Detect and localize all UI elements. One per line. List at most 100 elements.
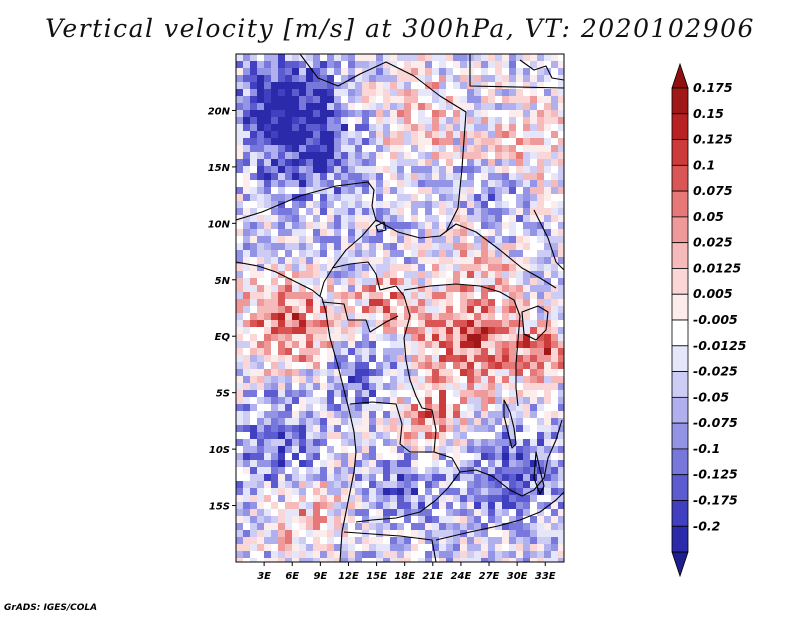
field-cell	[537, 320, 545, 328]
field-cell	[369, 180, 377, 188]
field-cell	[341, 432, 349, 440]
field-cell	[306, 397, 314, 405]
field-cell	[439, 411, 447, 419]
field-cell	[488, 75, 496, 83]
field-cell	[341, 502, 349, 510]
field-cell	[327, 404, 335, 412]
field-cell	[495, 439, 503, 447]
field-cell	[558, 61, 564, 69]
field-cell	[432, 166, 440, 174]
field-cell	[327, 194, 335, 202]
field-cell	[313, 54, 321, 62]
field-cell	[558, 194, 564, 202]
field-cell	[250, 355, 258, 363]
field-cell	[481, 222, 489, 230]
field-cell	[404, 201, 412, 209]
field-cell	[467, 439, 475, 447]
field-cell	[418, 334, 426, 342]
field-cell	[516, 355, 524, 363]
field-cell	[376, 355, 384, 363]
field-cell	[278, 509, 286, 517]
field-cell	[537, 194, 545, 202]
field-cell	[530, 313, 538, 321]
field-cell	[271, 152, 279, 160]
field-cell	[383, 159, 391, 167]
field-cell	[516, 236, 524, 244]
field-cell	[355, 313, 363, 321]
field-cell	[453, 530, 461, 538]
field-cell	[257, 397, 265, 405]
field-cell	[250, 229, 258, 237]
field-cell	[495, 131, 503, 139]
field-cell	[432, 495, 440, 503]
field-cell	[495, 96, 503, 104]
field-cell	[432, 404, 440, 412]
field-cell	[537, 236, 545, 244]
field-cell	[397, 481, 405, 489]
field-cell	[425, 488, 433, 496]
field-cell	[502, 201, 510, 209]
field-cell	[509, 558, 517, 562]
field-cell	[460, 537, 468, 545]
field-cell	[439, 61, 447, 69]
field-cell	[404, 166, 412, 174]
field-cell	[299, 159, 307, 167]
field-cell	[334, 173, 342, 181]
field-cell	[313, 201, 321, 209]
field-cell	[320, 54, 328, 62]
field-cell	[460, 166, 468, 174]
field-cell	[558, 215, 564, 223]
field-cell	[523, 383, 531, 391]
field-cell	[341, 453, 349, 461]
field-cell	[285, 383, 293, 391]
field-cell	[551, 61, 559, 69]
field-cell	[236, 369, 244, 377]
field-cell	[264, 530, 272, 538]
field-cell	[327, 82, 335, 90]
field-cell	[271, 278, 279, 286]
field-cell	[453, 229, 461, 237]
field-cell	[327, 362, 335, 370]
field-cell	[306, 229, 314, 237]
field-cell	[537, 152, 545, 160]
field-cell	[285, 495, 293, 503]
field-cell	[446, 257, 454, 265]
colorbar-label: 0.175	[693, 80, 733, 95]
field-cell	[558, 159, 564, 167]
field-cell	[292, 75, 300, 83]
field-cell	[292, 397, 300, 405]
field-cell	[285, 453, 293, 461]
field-cell	[523, 159, 531, 167]
field-cell	[509, 68, 517, 76]
field-cell	[495, 453, 503, 461]
field-cell	[355, 502, 363, 510]
field-cell	[446, 124, 454, 132]
field-cell	[383, 446, 391, 454]
field-cell	[362, 243, 370, 251]
field-cell	[411, 250, 419, 258]
field-cell	[453, 446, 461, 454]
field-cell	[453, 537, 461, 545]
field-cell	[467, 152, 475, 160]
field-cell	[334, 348, 342, 356]
field-cell	[390, 103, 398, 111]
field-cell	[348, 446, 356, 454]
field-cell	[376, 250, 384, 258]
field-cell	[348, 453, 356, 461]
field-cell	[495, 278, 503, 286]
field-cell	[390, 194, 398, 202]
field-cell	[467, 257, 475, 265]
field-cell	[397, 243, 405, 251]
field-cell	[439, 502, 447, 510]
field-cell	[362, 523, 370, 531]
field-cell	[278, 453, 286, 461]
lat-tick-label: 15S	[209, 502, 230, 513]
field-cell	[509, 173, 517, 181]
field-cell	[271, 495, 279, 503]
field-cell	[551, 327, 559, 335]
field-cell	[390, 432, 398, 440]
field-cell	[390, 530, 398, 538]
field-cell	[509, 523, 517, 531]
field-cell	[243, 446, 251, 454]
